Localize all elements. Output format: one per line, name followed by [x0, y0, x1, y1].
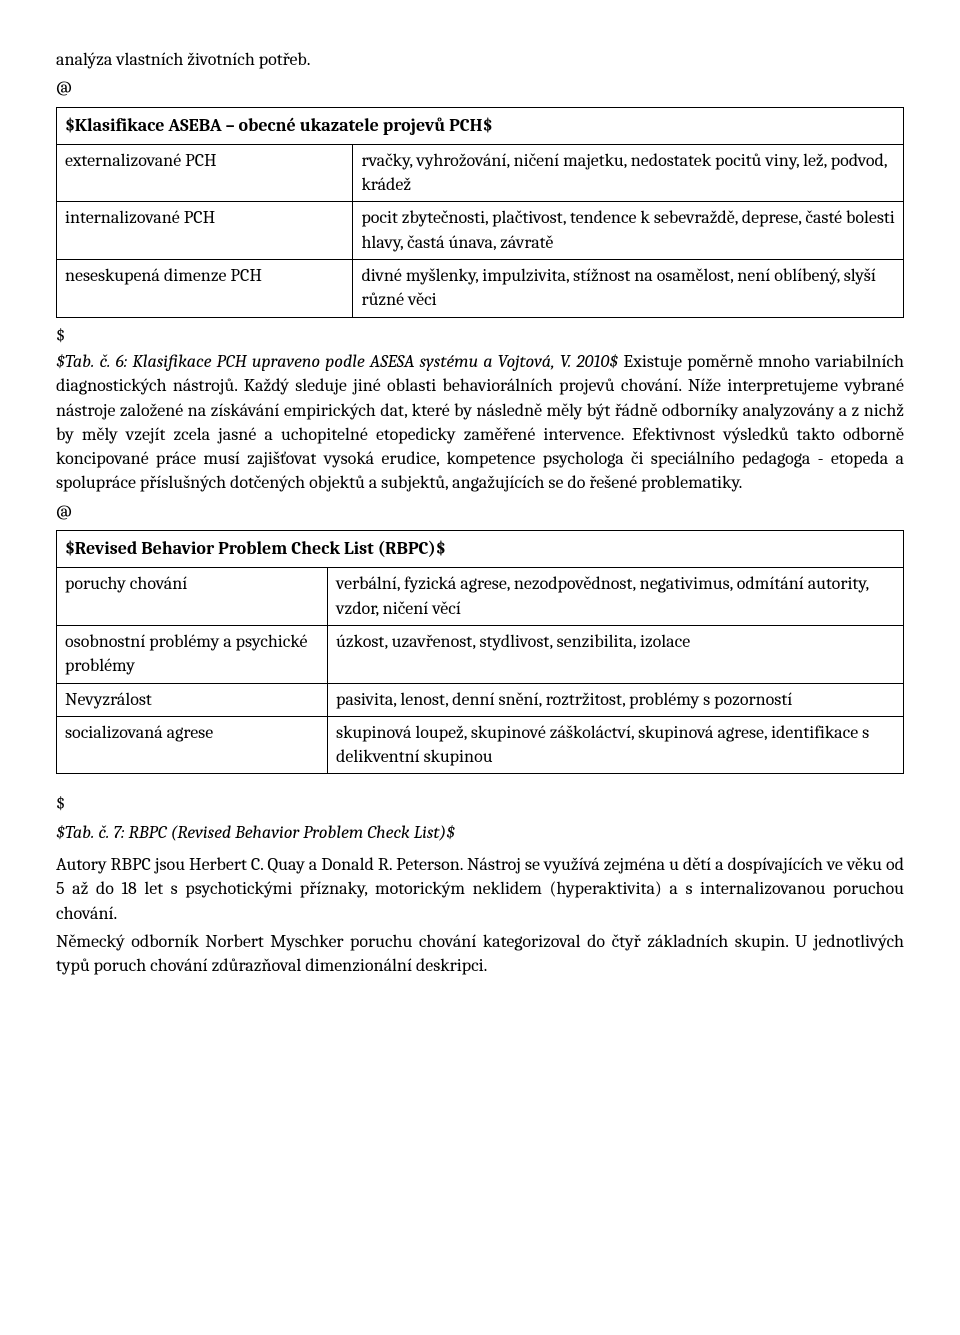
dollar-symbol-2: $	[56, 792, 904, 816]
cell-left: socializovaná agrese	[57, 716, 328, 774]
table-row: neseskupená dimenze PCH divné myšlenky, …	[57, 260, 904, 318]
table-rbpc: $Revised Behavior Problem Check List (RB…	[56, 530, 904, 774]
table-row: Nevyzrálost pasivita, lenost, denní sněn…	[57, 683, 904, 716]
intro-line: analýza vlastních životních potřeb.	[56, 48, 904, 72]
cell-left: neseskupená dimenze PCH	[57, 260, 353, 318]
cell-right: pocit zbytečnosti, plačtivost, tendence …	[353, 202, 904, 260]
table-row: osobnostní problémy a psychické problémy…	[57, 625, 904, 683]
table-row: internalizované PCH pocit zbytečnosti, p…	[57, 202, 904, 260]
cell-left: osobnostní problémy a psychické problémy	[57, 625, 328, 683]
table-rbpc-title: $Revised Behavior Problem Check List (RB…	[57, 531, 904, 568]
cell-right: verbální, fyzická agrese, nezodpovědnost…	[328, 568, 904, 626]
paragraph-end-2: Německý odborník Norbert Myschker poruch…	[56, 930, 904, 979]
table-aseba: $Klasifikace ASEBA – obecné ukazatele pr…	[56, 107, 904, 318]
tab7-caption: $Tab. č. 7: RBPC (Revised Behavior Probl…	[56, 821, 904, 845]
table-row: poruchy chování verbální, fyzická agrese…	[57, 568, 904, 626]
caption-and-paragraph-1: $Tab. č. 6: Klasifikace PCH upraveno pod…	[56, 350, 904, 496]
cell-left: externalizované PCH	[57, 144, 353, 202]
cell-left: Nevyzrálost	[57, 683, 328, 716]
paragraph-mid: Existuje poměrně mnoho variabilních diag…	[56, 351, 904, 493]
paragraph-end-1: Autory RBPC jsou Herbert C. Quay a Donal…	[56, 853, 904, 926]
at-symbol-2: @	[56, 500, 904, 524]
table-row: externalizované PCH rvačky, vyhrožování,…	[57, 144, 904, 202]
cell-right: skupinová loupež, skupinové záškoláctví,…	[328, 716, 904, 774]
table-row: socializovaná agrese skupinová loupež, s…	[57, 716, 904, 774]
cell-right: pasivita, lenost, denní snění, roztržito…	[328, 683, 904, 716]
tab6-caption: $Tab. č. 6: Klasifikace PCH upraveno pod…	[56, 351, 618, 372]
table-aseba-title: $Klasifikace ASEBA – obecné ukazatele pr…	[57, 107, 904, 144]
cell-right: rvačky, vyhrožování, ničení majetku, ned…	[353, 144, 904, 202]
cell-left: poruchy chování	[57, 568, 328, 626]
cell-right: divné myšlenky, impulzivita, stížnost na…	[353, 260, 904, 318]
at-symbol-1: @	[56, 76, 904, 100]
cell-right: úzkost, uzavřenost, stydlivost, senzibil…	[328, 625, 904, 683]
cell-left: internalizované PCH	[57, 202, 353, 260]
dollar-symbol-1: $	[56, 324, 904, 348]
